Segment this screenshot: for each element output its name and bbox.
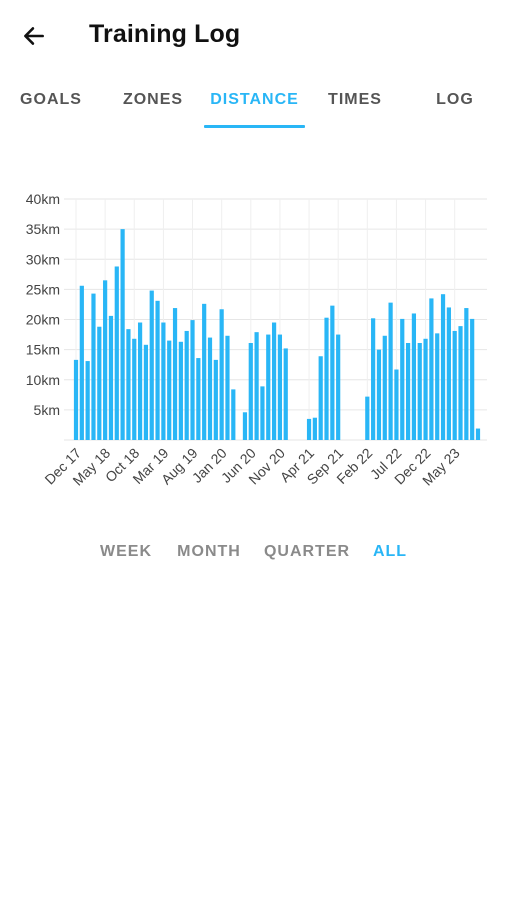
bar [190,320,195,440]
bar [108,315,114,440]
bar [184,330,189,440]
bar [132,338,137,440]
bar [429,298,434,440]
bar [137,322,143,440]
y-tick-label: 30km [26,251,60,267]
bar [149,290,154,440]
tab-distance[interactable]: DISTANCE [210,91,299,108]
active-tab-indicator [204,125,305,128]
bar [318,356,323,440]
range-week[interactable]: WEEK [100,543,152,560]
bar [85,361,90,440]
bar [79,285,84,440]
bar [266,334,271,440]
bar [97,326,102,440]
y-tick-label: 10km [26,372,60,388]
bar [161,322,166,440]
bar [277,334,283,440]
bar [400,318,405,440]
arrow-left-icon [24,27,44,45]
bar [382,335,387,440]
bar [324,317,329,440]
range-quarter[interactable]: QUARTER [263,543,351,560]
y-tick-label: 40km [26,191,60,207]
back-button[interactable] [14,18,54,54]
bar [446,307,451,440]
tab-zones[interactable]: ZONES [122,91,184,108]
bar [260,386,265,440]
tab-bar: GOALS ZONES DISTANCE TIMES LOG [0,76,507,130]
bar [172,308,178,440]
bar [417,342,422,440]
bar [371,318,376,440]
bar [464,308,469,440]
bar [405,342,411,440]
bar [213,359,218,440]
bar [452,330,457,440]
bar [306,418,312,440]
bar [231,389,236,440]
bar [202,303,207,440]
bar [196,358,201,440]
bar [283,348,288,440]
bar [365,396,370,440]
bar [312,417,317,440]
range-month[interactable]: MONTH [177,543,241,560]
tab-log[interactable]: LOG [436,91,474,108]
bar [219,309,224,440]
y-tick-label: 15km [26,342,60,358]
bar [458,326,463,440]
bar [411,313,417,440]
bar [73,359,79,440]
tab-times[interactable]: TIMES [328,91,382,108]
app-bar: Training Log [0,0,507,72]
y-tick-label: 5km [34,402,60,418]
bar [114,266,119,440]
y-tick-label: 20km [26,312,60,328]
bar [470,318,475,440]
bar [475,428,481,440]
bar [225,335,230,440]
y-tick-label: 35km [26,221,60,237]
bar [207,337,213,440]
bar [336,334,341,440]
bar [91,293,96,440]
tab-goals[interactable]: GOALS [20,91,82,108]
range-selector: WEEK MONTH QUARTER ALL [0,530,507,574]
bar [271,322,277,440]
bar [423,338,428,440]
bar [254,332,259,440]
bar [178,341,183,440]
y-tick-label: 25km [26,281,60,297]
bar [376,349,382,440]
bar [103,280,108,440]
bar [126,329,131,440]
bar [155,300,160,440]
bar [435,333,440,440]
bar [388,302,393,440]
bar [120,229,125,440]
bar [330,305,335,440]
page-title: Training Log [89,20,241,48]
bar [394,369,399,440]
bar [167,340,172,440]
bar [248,342,253,440]
bar [440,294,446,440]
bar [242,412,248,440]
range-all[interactable]: ALL [372,543,408,560]
bar [143,344,149,440]
